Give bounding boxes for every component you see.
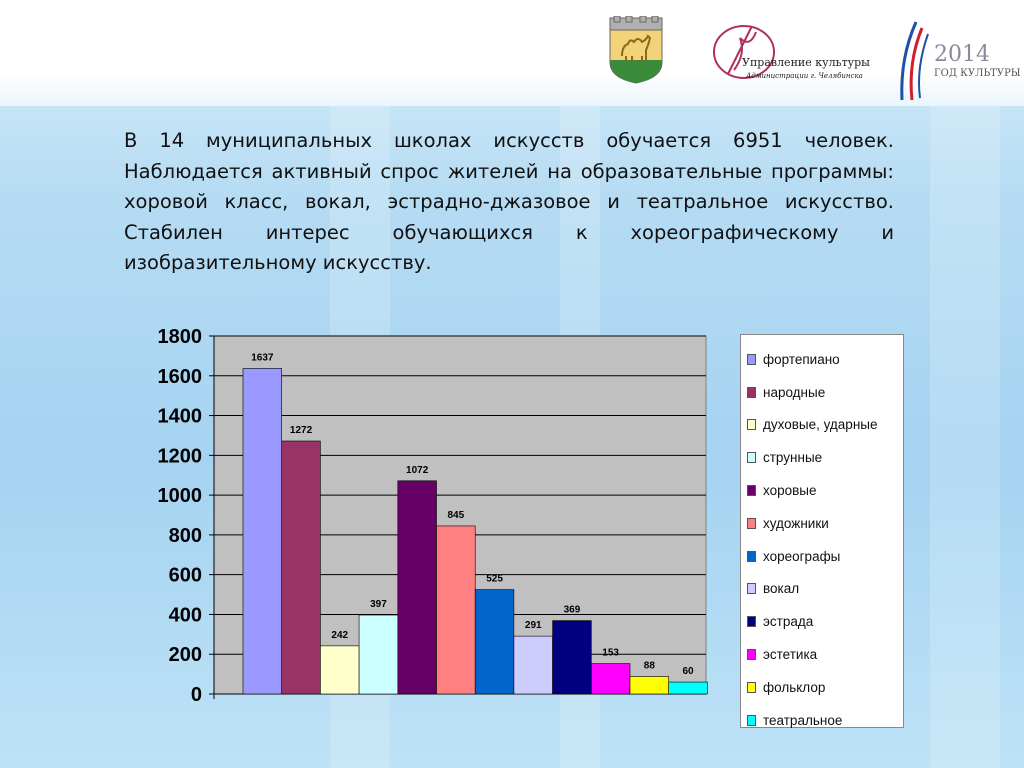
legend-swatch [747, 550, 756, 562]
y-tick-label: 1200 [158, 445, 203, 467]
legend-item: струнные [741, 441, 903, 474]
legend-item: фортепиано [741, 343, 903, 376]
y-tick-label: 400 [169, 604, 202, 626]
legend-label: хореографы [763, 548, 841, 564]
data-label: 845 [448, 510, 465, 521]
legend-swatch [747, 714, 756, 726]
culture-department-logo-icon [713, 25, 775, 79]
bar [436, 525, 476, 695]
culture-logo-subtitle: Администрации г. Челябинска [746, 72, 863, 80]
legend-label: эстрада [763, 614, 814, 630]
data-label: 242 [331, 630, 348, 641]
y-tick-label: 0 [191, 684, 202, 706]
legend-label: фольклор [763, 679, 826, 695]
y-tick-label: 1800 [158, 326, 203, 348]
header-band [0, 0, 1024, 106]
legend-swatch [747, 583, 756, 595]
legend-item: эстетика [741, 638, 903, 671]
legend-label: эстетика [763, 647, 818, 663]
data-label: 88 [644, 660, 656, 671]
legend-swatch [747, 386, 756, 398]
legend-swatch [747, 616, 756, 628]
legend-item: театральное [741, 704, 903, 737]
legend-label: художники [763, 515, 829, 531]
year-logo-caption: ГОД КУЛЬТУРЫ [934, 68, 1021, 79]
bar [552, 620, 592, 695]
data-label: 153 [602, 648, 619, 659]
data-label: 1637 [251, 352, 274, 363]
bar [590, 663, 631, 695]
y-tick-label: 200 [169, 644, 202, 666]
legend-swatch [747, 681, 756, 693]
year-logo-year: 2014 [934, 42, 990, 67]
legend-label: народные [763, 384, 826, 400]
legend-swatch [747, 452, 756, 464]
legend-swatch [747, 353, 756, 365]
y-tick-label: 1400 [158, 406, 203, 428]
y-tick-label: 800 [169, 525, 202, 547]
legend-swatch [747, 649, 756, 661]
legend-label: духовые, ударные [763, 417, 878, 433]
legend-label: струнные [763, 450, 823, 466]
bar [281, 440, 321, 695]
legend-label: театральное [763, 712, 843, 728]
bar [358, 614, 399, 695]
data-label: 1272 [290, 425, 313, 436]
data-label: 397 [370, 599, 387, 610]
legend-label: вокал [763, 581, 800, 597]
legend-item: народные [741, 376, 903, 409]
y-tick-label: 1000 [158, 485, 203, 507]
intro-paragraph: В 14 муниципальных школах искусств обуча… [124, 129, 894, 274]
legend-item: художники [741, 507, 903, 540]
legend-item: хоровые [741, 474, 903, 507]
legend-item: духовые, ударные [741, 409, 903, 442]
bar [397, 480, 437, 695]
bar [474, 589, 515, 695]
background-stripe [930, 100, 1000, 768]
data-label: 369 [564, 605, 581, 616]
legend-swatch [747, 517, 756, 529]
data-label: 525 [486, 574, 503, 585]
bar-chart: 0 200 400 600 800 1000 1200 1400 1600 1800 1637 127… [158, 326, 708, 706]
legend-item: вокал [741, 573, 903, 606]
legend-label: хоровые [763, 483, 817, 499]
legend-swatch [747, 485, 756, 497]
data-label: 1072 [406, 465, 429, 476]
legend-item: фольклор [741, 671, 903, 704]
data-label: 291 [525, 620, 542, 631]
bar [320, 645, 360, 695]
year-of-culture-logo-icon [900, 21, 929, 101]
y-tick-label: 600 [169, 565, 202, 587]
data-label: 60 [682, 666, 694, 677]
bar [242, 368, 283, 695]
y-tick-label: 1600 [158, 366, 203, 388]
legend-swatch [747, 419, 756, 431]
legend-item: эстрада [741, 605, 903, 638]
legend-item: хореографы [741, 540, 903, 573]
culture-logo-title: Управление культуры [742, 56, 870, 69]
chart-legend: фортепиано народные духовые, ударные струнн… [740, 334, 904, 728]
legend-label: фортепиано [763, 351, 840, 367]
bar [629, 676, 670, 695]
bar [668, 681, 708, 695]
coat-of-arms-icon [609, 16, 663, 84]
bar [513, 635, 553, 695]
